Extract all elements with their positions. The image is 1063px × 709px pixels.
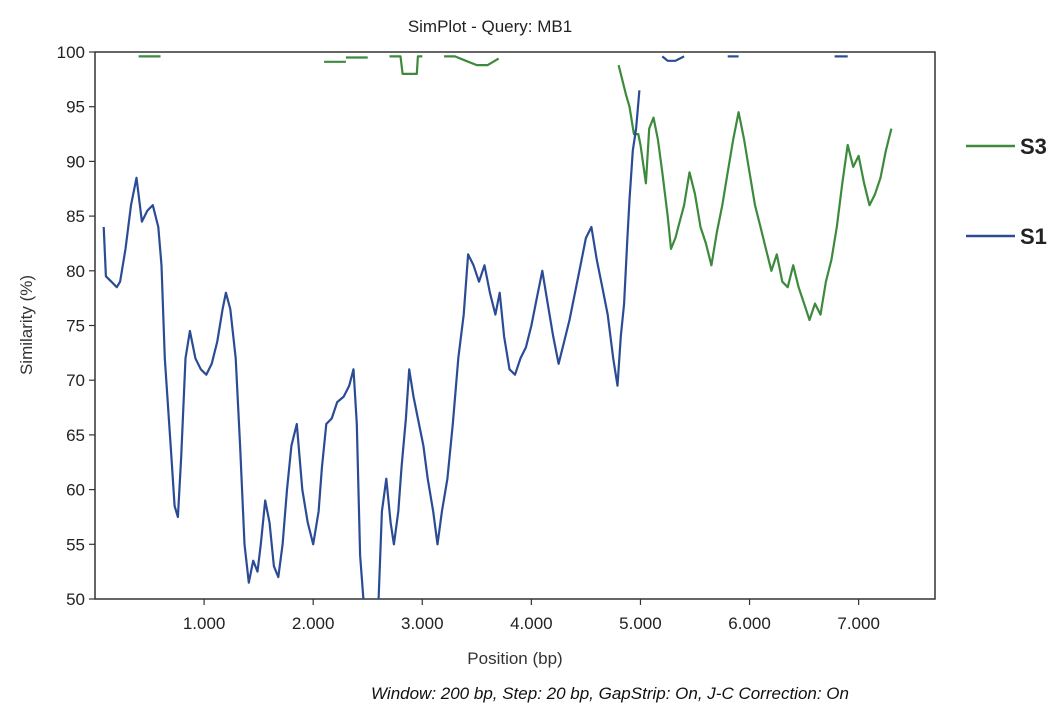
y-tick-label: 75 bbox=[66, 317, 85, 336]
x-tick-label: 7.000 bbox=[837, 614, 880, 633]
x-tick-label: 4.000 bbox=[510, 614, 553, 633]
y-tick-label: 60 bbox=[66, 481, 85, 500]
y-tick-label: 80 bbox=[66, 262, 85, 281]
y-axis: 50 55 60 65 70 75 80 85 90 95 100 bbox=[57, 43, 95, 609]
series-layer bbox=[102, 55, 893, 600]
legend: S3 S1 bbox=[966, 134, 1047, 249]
series-line-s1 bbox=[377, 90, 641, 600]
chart-footnote: Window: 200 bp, Step: 20 bp, GapStrip: O… bbox=[371, 684, 849, 703]
legend-label-s1: S1 bbox=[1020, 224, 1047, 249]
x-axis-label: Position (bp) bbox=[467, 649, 562, 668]
y-tick-label: 100 bbox=[57, 43, 85, 62]
chart-title: SimPlot - Query: MB1 bbox=[408, 17, 572, 36]
y-tick-label: 90 bbox=[66, 152, 85, 171]
y-tick-label: 70 bbox=[66, 371, 85, 390]
x-axis: 1.000 2.000 3.000 4.000 5.000 6.000 7.000 bbox=[183, 599, 880, 633]
series-line-s3 bbox=[617, 64, 893, 322]
y-tick-label: 85 bbox=[66, 207, 85, 226]
series-line-s3 bbox=[444, 55, 500, 67]
x-tick-label: 2.000 bbox=[292, 614, 335, 633]
series-line-s1 bbox=[661, 55, 685, 62]
x-tick-label: 6.000 bbox=[728, 614, 771, 633]
plot-area bbox=[94, 51, 936, 600]
x-tick-label: 5.000 bbox=[619, 614, 662, 633]
y-tick-label: 55 bbox=[66, 535, 85, 554]
y-tick-label: 65 bbox=[66, 426, 85, 445]
y-tick-label: 50 bbox=[66, 590, 85, 609]
y-tick-label: 95 bbox=[66, 98, 85, 117]
series-line-s3 bbox=[389, 55, 423, 75]
x-tick-label: 1.000 bbox=[183, 614, 226, 633]
x-tick-label: 3.000 bbox=[401, 614, 444, 633]
series-line-s1 bbox=[102, 176, 365, 600]
legend-label-s3: S3 bbox=[1020, 134, 1047, 159]
y-axis-label: Similarity (%) bbox=[17, 275, 36, 375]
